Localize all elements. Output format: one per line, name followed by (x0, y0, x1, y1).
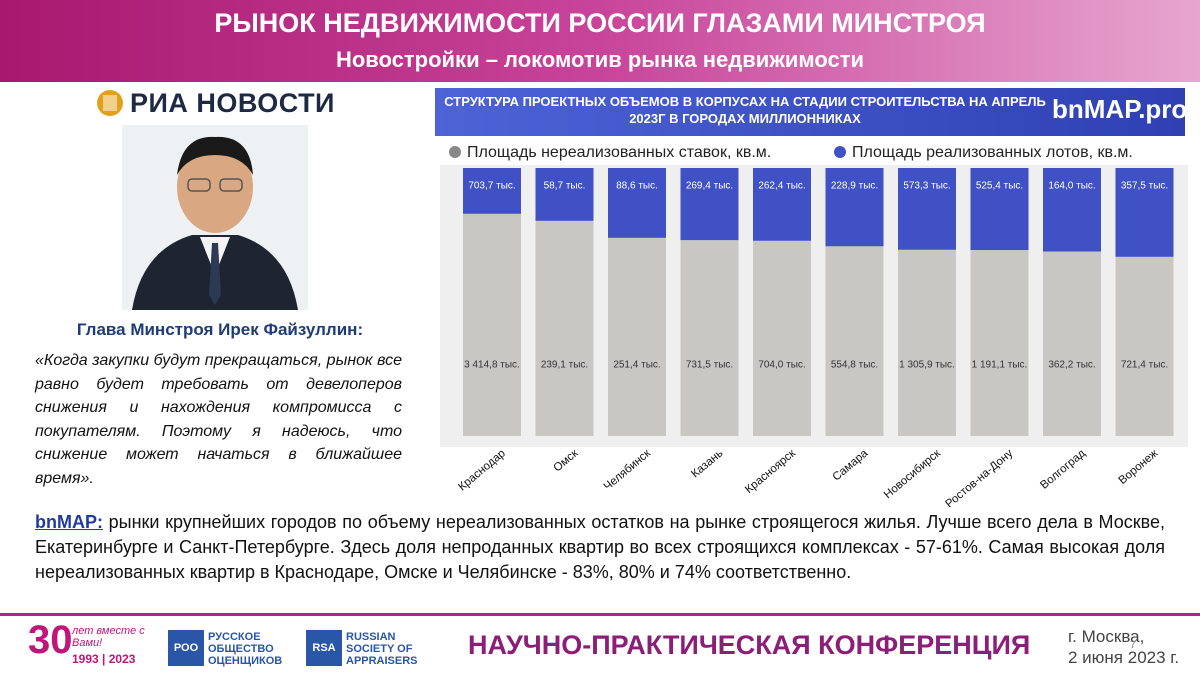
chart-logo: bnMAP.pro (1052, 94, 1188, 124)
bar-segment (463, 213, 521, 436)
bar-segment (753, 240, 811, 436)
bar-segment (535, 168, 594, 221)
body-text: bnMAP: рынки крупнейших городов по объем… (35, 510, 1165, 585)
conference-date: 2 июня 2023 г. (1068, 648, 1180, 667)
value-label: 703,7 тыс. (468, 181, 515, 192)
anniversary-number: 30 (28, 618, 73, 662)
x-tick-label: Краснодар (456, 447, 508, 493)
bar-segment (608, 237, 666, 436)
bar-segment (898, 168, 956, 250)
bar-segment (753, 168, 811, 241)
x-tick-label: Самара (831, 447, 871, 484)
x-tick-label: Красноярск (743, 447, 798, 496)
value-label: 58,7 тыс. (544, 181, 586, 192)
value-label: 164,0 тыс. (1048, 181, 1095, 192)
value-label: 262,4 тыс. (758, 181, 805, 192)
bar-segment (970, 168, 1029, 251)
x-tick-label: Омск (551, 447, 581, 475)
value-label: 573,3 тыс. (903, 181, 950, 192)
conference-place: г. Москва, (1068, 627, 1145, 646)
value-label: 525,4 тыс. (976, 181, 1023, 192)
value-label: 731,5 тыс. (686, 360, 733, 371)
bar-segment (680, 240, 739, 436)
bar-segment (1115, 256, 1174, 436)
org-mark: RSA (306, 630, 342, 666)
ria-icon (97, 90, 123, 116)
legend-label: Площадь нереализованных ставок, кв.м. (467, 144, 771, 161)
value-label: 3 414,8 тыс. (464, 360, 520, 371)
org-name: RUSSIAN SOCIETY OF APPRAISERS (346, 631, 418, 667)
org-mark: РОО (168, 630, 204, 666)
value-label: 88,6 тыс. (616, 181, 658, 192)
chart-title-band (435, 88, 1185, 136)
value-label: 239,1 тыс. (541, 360, 588, 371)
bar-segment (1043, 251, 1101, 436)
header-subtitle: Новостройки – локомотив рынка недвижимос… (335, 47, 865, 72)
chart-title: СТРУКТУРА ПРОЕКТНЫХ ОБЪЕМОВ В КОРПУСАХ Н… (444, 94, 1046, 126)
bar-segment (535, 220, 594, 436)
legend-marker (449, 146, 461, 158)
body-paragraph: рынки крупнейших городов по объему нереа… (35, 512, 1165, 582)
value-label: 554,8 тыс. (831, 360, 878, 371)
x-tick-label: Воронеж (1117, 447, 1161, 487)
quote-text: «Когда закупки будут прекращаться, рынок… (35, 352, 402, 487)
source-logo: РИА НОВОСТИ (130, 88, 335, 118)
header-band (0, 0, 1200, 82)
conference-title: НАУЧНО-ПРАКТИЧЕСКАЯ КОНФЕРЕНЦИЯ (468, 630, 1031, 660)
value-label: 357,5 тыс. (1121, 181, 1168, 192)
anniversary-motto: лет вместе с Вами! (72, 625, 145, 649)
legend-marker (834, 146, 846, 158)
org-name: РУССКОЕ ОБЩЕСТВО ОЦЕНЩИКОВ (208, 631, 283, 667)
bar-segment (1043, 168, 1101, 252)
bar-segment (970, 250, 1029, 436)
x-tick-label: Ростов-на-Дону (943, 447, 1015, 510)
bar-segment (463, 168, 521, 214)
footer-line (0, 613, 1200, 616)
value-label: 1 305,9 тыс. (899, 360, 955, 371)
x-tick-label: Казань (689, 447, 725, 480)
value-label: 721,4 тыс. (1121, 360, 1168, 371)
legend-label: Площадь реализованных лотов, кв.м. (852, 144, 1133, 161)
portrait (122, 125, 308, 310)
bar-segment (825, 168, 884, 247)
value-label: 228,9 тыс. (831, 181, 878, 192)
value-label: 269,4 тыс. (686, 181, 733, 192)
body-source: bnMAP: (35, 512, 103, 532)
value-label: 362,2 тыс. (1048, 360, 1095, 371)
value-label: 1 191,1 тыс. (972, 360, 1028, 371)
bar-segment (898, 249, 956, 436)
chart: Площадь нереализованных ставок, кв.м. Пло… (440, 144, 1188, 510)
x-tick-label: Новосибирск (882, 447, 944, 501)
bar-segment (1115, 168, 1174, 257)
quote-author: Глава Минстроя Ирек Файзуллин: (76, 320, 364, 339)
header-title: РЫНОК НЕДВИЖИМОСТИ РОССИИ ГЛАЗАМИ МИНСТР… (214, 8, 986, 38)
anniversary-years: 1993 | 2023 (72, 652, 136, 666)
bar-segment (680, 168, 739, 241)
bar-segment (825, 246, 884, 436)
x-tick-label: Челябинск (602, 447, 654, 493)
value-label: 251,4 тыс. (613, 360, 660, 371)
x-tick-label: Волгоград (1038, 447, 1088, 491)
page-number: 7 (1130, 640, 1136, 651)
value-label: 704,0 тыс. (758, 360, 805, 371)
bar-segment (608, 168, 666, 238)
